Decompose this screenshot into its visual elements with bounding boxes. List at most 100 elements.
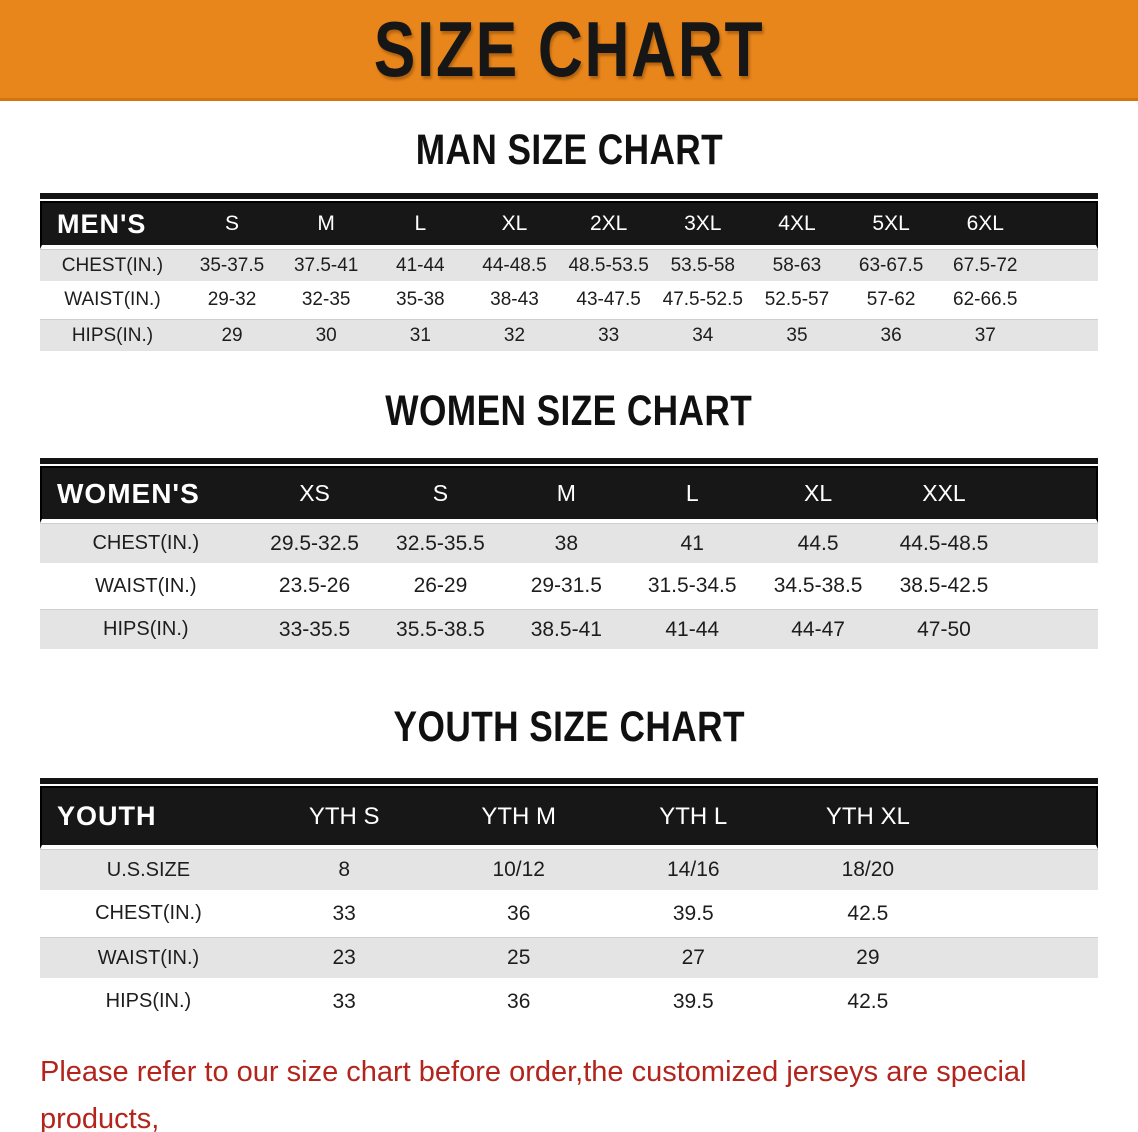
table-row: U.S.SIZE 8 10/12 14/16 18/20 <box>40 849 1098 893</box>
size-value-cell: 67.5-72 <box>938 249 1033 284</box>
size-value-cell: 33-35.5 <box>251 609 378 652</box>
size-column-header: YTH XL <box>780 786 956 849</box>
size-value-cell: 47-50 <box>881 609 1007 652</box>
row-spacer <box>955 893 1098 937</box>
man-size-chart-heading: MAN SIZE CHART <box>415 126 723 174</box>
row-label: CHEST(IN.) <box>40 249 185 284</box>
size-value-cell: 27 <box>606 937 781 981</box>
size-value-cell: 33 <box>256 981 432 1025</box>
size-value-cell: 42.5 <box>780 981 956 1025</box>
row-spacer <box>955 937 1098 981</box>
size-column-header: 3XL <box>655 201 750 249</box>
size-value-cell: 29 <box>184 319 280 354</box>
size-value-cell: 53.5-58 <box>655 249 750 284</box>
size-column-header: 5XL <box>844 201 939 249</box>
table-row: WAIST(IN.) 23.5-26 26-29 29-31.5 31.5-34.5 34… <box>40 566 1098 609</box>
size-value-cell: 32 <box>467 319 562 354</box>
size-column-header: YTH S <box>256 786 432 849</box>
size-value-cell: 33 <box>256 893 432 937</box>
size-column-header: 6XL <box>938 201 1033 249</box>
men-header-row: MEN'S S M L XL 2XL 3XL 4XL 5XL 6XL <box>40 201 1098 249</box>
size-value-cell: 32-35 <box>279 284 374 319</box>
size-value-cell: 29-32 <box>184 284 280 319</box>
size-value-cell: 44.5 <box>755 523 882 566</box>
size-column-header: S <box>184 201 280 249</box>
size-column-header: L <box>373 201 468 249</box>
size-value-cell: 37.5-41 <box>279 249 374 284</box>
row-label: WAIST(IN.) <box>40 284 185 319</box>
women-header-row: WOMEN'S XS S M L XL XXL <box>40 466 1098 523</box>
size-value-cell: 58-63 <box>749 249 845 284</box>
row-spacer <box>955 849 1098 893</box>
size-value-cell: 39.5 <box>606 981 781 1025</box>
size-value-cell: 14/16 <box>606 849 781 893</box>
size-column-header: M <box>503 466 630 523</box>
size-value-cell: 10/12 <box>431 849 606 893</box>
women-size-chart-heading: WOMEN SIZE CHART <box>385 387 753 435</box>
row-spacer <box>1032 284 1098 319</box>
men-size-table: MEN'S S M L XL 2XL 3XL 4XL 5XL 6XL CHEST(IN.) 35-3… <box>40 193 1098 354</box>
row-spacer <box>955 981 1098 1025</box>
row-label: U.S.SIZE <box>40 849 257 893</box>
size-value-cell: 29.5-32.5 <box>251 523 378 566</box>
row-label: CHEST(IN.) <box>40 893 257 937</box>
size-value-cell: 52.5-57 <box>749 284 845 319</box>
table-row: HIPS(IN.) 29 30 31 32 33 34 35 36 37 <box>40 319 1098 354</box>
size-value-cell: 23 <box>256 937 432 981</box>
size-value-cell: 30 <box>279 319 374 354</box>
row-label: WAIST(IN.) <box>40 566 252 609</box>
size-column-header: 4XL <box>749 201 845 249</box>
order-policy-note: Please refer to our size chart before or… <box>40 1049 1100 1132</box>
row-label: WAIST(IN.) <box>40 937 257 981</box>
header-spacer <box>955 786 1098 849</box>
row-label: CHEST(IN.) <box>40 523 252 566</box>
size-value-cell: 29-31.5 <box>503 566 630 609</box>
table-row: CHEST(IN.) 35-37.5 37.5-41 41-44 44-48.5 48.5… <box>40 249 1098 284</box>
size-value-cell: 18/20 <box>780 849 956 893</box>
size-column-header: YTH L <box>606 786 781 849</box>
size-value-cell: 41-44 <box>629 609 756 652</box>
size-value-cell: 29 <box>780 937 956 981</box>
table-row: CHEST(IN.) 33 36 39.5 42.5 <box>40 893 1098 937</box>
size-column-header: YTH M <box>431 786 606 849</box>
row-spacer <box>1032 319 1098 354</box>
size-column-header: XS <box>251 466 378 523</box>
row-spacer <box>1006 609 1098 652</box>
size-value-cell: 32.5-35.5 <box>377 523 504 566</box>
header-spacer <box>1032 201 1098 249</box>
size-value-cell: 35-37.5 <box>184 249 280 284</box>
size-value-cell: 41 <box>629 523 756 566</box>
table-row: CHEST(IN.) 29.5-32.5 32.5-35.5 38 41 44.5 44.5… <box>40 523 1098 566</box>
size-value-cell: 62-66.5 <box>938 284 1033 319</box>
size-value-cell: 31 <box>373 319 468 354</box>
size-value-cell: 47.5-52.5 <box>655 284 750 319</box>
row-spacer <box>1006 523 1098 566</box>
size-value-cell: 23.5-26 <box>251 566 378 609</box>
size-value-cell: 35 <box>749 319 845 354</box>
row-label: HIPS(IN.) <box>40 609 252 652</box>
size-value-cell: 36 <box>431 893 606 937</box>
women-size-table: WOMEN'S XS S M L XL XXL CHEST(IN.) 29.5-32.5 32.… <box>40 458 1098 652</box>
size-value-cell: 44.5-48.5 <box>881 523 1007 566</box>
table-corner-label: YOUTH <box>40 786 257 849</box>
size-value-cell: 41-44 <box>373 249 468 284</box>
size-chart-banner: SIZE CHART <box>0 0 1138 101</box>
youth-size-chart-heading: YOUTH SIZE CHART <box>393 703 745 751</box>
size-value-cell: 37 <box>938 319 1033 354</box>
row-spacer <box>1032 249 1098 284</box>
youth-size-table: YOUTH YTH S YTH M YTH L YTH XL U.S.SIZE 8 10/1… <box>40 778 1098 1025</box>
size-value-cell: 44-47 <box>755 609 882 652</box>
youth-header-row: YOUTH YTH S YTH M YTH L YTH XL <box>40 786 1098 849</box>
size-value-cell: 31.5-34.5 <box>629 566 756 609</box>
size-value-cell: 57-62 <box>844 284 939 319</box>
size-value-cell: 35-38 <box>373 284 468 319</box>
row-label: HIPS(IN.) <box>40 319 185 354</box>
size-value-cell: 38 <box>503 523 630 566</box>
size-value-cell: 63-67.5 <box>844 249 939 284</box>
size-column-header: XL <box>467 201 562 249</box>
row-spacer <box>1006 566 1098 609</box>
size-value-cell: 25 <box>431 937 606 981</box>
table-row: HIPS(IN.) 33-35.5 35.5-38.5 38.5-41 41-44 44-… <box>40 609 1098 652</box>
size-value-cell: 38-43 <box>467 284 562 319</box>
size-value-cell: 26-29 <box>377 566 504 609</box>
